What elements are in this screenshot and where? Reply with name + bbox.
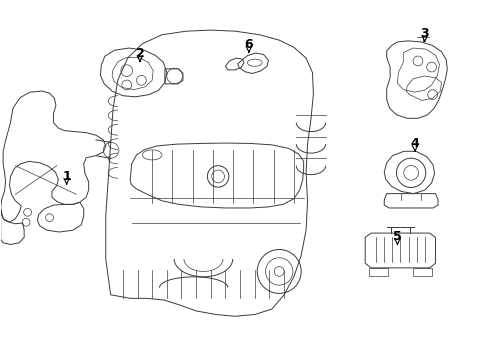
Text: 1: 1 <box>62 170 71 183</box>
Text: 3: 3 <box>420 27 429 40</box>
Text: 6: 6 <box>245 38 253 51</box>
Text: 4: 4 <box>411 137 419 150</box>
Text: 2: 2 <box>136 47 145 60</box>
Text: 5: 5 <box>393 230 402 243</box>
